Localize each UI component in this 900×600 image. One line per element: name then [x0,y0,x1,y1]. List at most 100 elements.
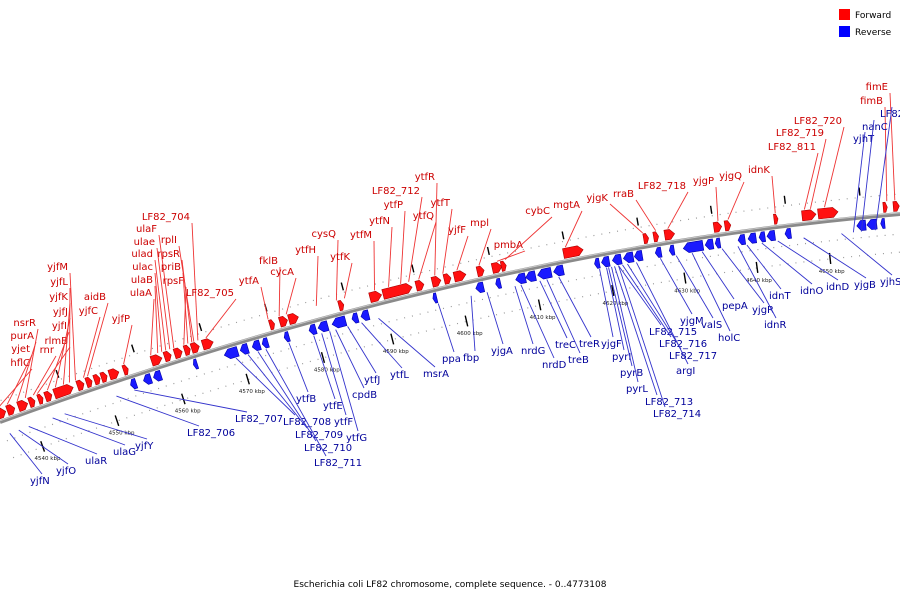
minor-tick-7 [561,231,565,240]
reverse-gene-label-lf82-717: LF82_717 [669,351,717,362]
reverse-gene-arrow-1 [143,373,153,385]
reverse-leader-lf82-706 [116,395,200,427]
reverse-gene-arrow-24 [623,251,635,264]
forward-gene-label-rrab: rraB [613,189,634,200]
forward-leader-rpsf [183,286,187,345]
forward-gene-arrow-10 [99,371,108,383]
forward-gene-arrow-19 [268,319,275,331]
forward-gene-arrow-22 [337,300,345,312]
forward-gene-arrow-27 [442,273,452,285]
forward-gene-arrow-7 [75,379,85,392]
forward-leader-yjfl [68,287,71,383]
forward-leader-lf82-719 [809,138,827,209]
forward-leader-ytfn [388,226,393,287]
forward-leader-ulac [154,272,163,352]
forward-leader-ytfm [373,240,375,291]
forward-gene-label-yjfp: yjfP [112,314,130,325]
reverse-gene-label-trec: treC [555,340,576,351]
reverse-gene-label-msra: msrA [423,369,449,380]
forward-gene-label-ulab: ulaB [131,275,153,286]
forward-leader-yjet [6,354,33,405]
forward-gene-label-ulae: ulae [134,237,155,248]
forward-gene-arrow-25 [414,279,425,292]
forward-leader-lf82-704 [191,222,199,341]
reverse-leader-lf82-711 [265,348,327,457]
reverse-gene-arrow-25 [634,250,644,262]
forward-leader-fklb [278,266,281,317]
reverse-leader-lf82-715 [618,265,662,326]
reverse-leader-ulag [52,417,126,446]
forward-gene-label-lf82-712: LF82_712 [372,186,420,197]
forward-gene-arrow-26 [430,275,442,288]
reverse-gene-arrow-14 [432,292,439,304]
forward-gene-label-cybc: cybC [525,206,550,217]
forward-gene-arrow-33 [642,233,649,245]
reverse-gene-arrow-6 [251,339,262,352]
forward-gene-arrow-17 [189,342,200,354]
legend-forward: Forward [839,9,891,22]
reverse-leader-lf82-709 [247,354,308,429]
reverse-gene-arrow-15 [475,281,486,294]
forward-leader-rpli [178,245,195,342]
forward-leader-lf82-718 [667,191,689,229]
forward-gene-label-lf82-811: LF82_811 [768,142,816,153]
forward-leader-ytfq [418,221,437,280]
reverse-leader-pepa [701,251,735,300]
tick-4580-kbp [320,351,326,363]
reverse-leader-holc [691,252,731,332]
reverse-gene-arrow-26 [654,246,663,258]
legend-forward-swatch [839,9,850,20]
reverse-leader-idno [761,242,813,285]
forward-gene-label-ytfp: ytfP [384,200,403,211]
forward-gene-arrow-15 [172,347,183,360]
reverse-gene-arrow-20 [553,264,565,277]
minor-tick-6 [486,246,490,255]
tick-label-4610-kbp: 4610 kbp [530,315,556,321]
reverse-gene-arrow-9 [308,323,318,336]
forward-gene-label-rnr: rnr [40,345,55,356]
forward-gene-label-ytfa: ytfA [239,276,259,287]
reverse-gene-label-lf82-706: LF82_706 [187,428,235,439]
forward-gene-arrow-18 [200,338,214,351]
forward-leader-ytfh [315,255,319,306]
forward-leader-yjgp [715,186,719,221]
forward-gene-arrow-31 [499,260,507,272]
forward-leader-lf82-712 [408,196,423,282]
forward-gene-label-prib: priB [161,262,181,273]
reverse-gene-arrow-11 [331,315,348,329]
reverse-leader-yjhs [841,233,893,276]
forward-leader-ytfp [400,210,406,284]
minor-tick-2 [198,323,203,332]
forward-leader-ytfk [343,262,353,299]
forward-gene-label-yjgq: yjgQ [719,171,742,182]
reverse-leader-nanc [860,119,875,232]
reverse-gene-label-ulag: ulaG [113,447,136,458]
chromosome-backbone [0,212,900,424]
tick-label-4590-kbp: 4590 kbp [383,349,409,355]
tick-label-4630-kbp: 4630 kbp [674,288,700,294]
tick-label-4560-kbp: 4560 kbp [175,409,201,415]
forward-leader-ulaa [150,298,155,356]
tick-4620-kbp [611,284,615,297]
forward-gene-arrow-36 [712,221,723,233]
reverse-leader-nrdd [520,284,555,359]
reverse-gene-label-lf82-714: LF82_714 [653,409,701,420]
tick-label-4570-kbp: 4570 kbp [239,389,265,395]
forward-gene-label-yjfk: yjfK [49,292,68,303]
reverse-gene-label-yjfy: yjfY [135,441,154,452]
forward-leader-yjgk [609,203,643,234]
tick-label-4650-kbp: 4650 kbp [819,269,845,275]
reverse-gene-arrow-22 [601,255,611,268]
forward-leader-fime [889,92,896,201]
forward-gene-label-aidb: aidB [84,292,106,303]
legend-reverse-label: Reverse [855,28,892,38]
tick-4610-kbp [537,299,542,311]
forward-gene-label-yjet: yjet [11,344,30,355]
forward-gene-arrow-1 [5,404,16,416]
reverse-leader-yjgf [599,268,614,338]
map-caption: Escherichia coli LF82 chromosome, comple… [293,580,607,590]
reverse-leader-yjgm [659,258,693,315]
reverse-gene-arrow-34 [766,229,776,242]
reverse-gene-arrow-35 [784,227,792,240]
